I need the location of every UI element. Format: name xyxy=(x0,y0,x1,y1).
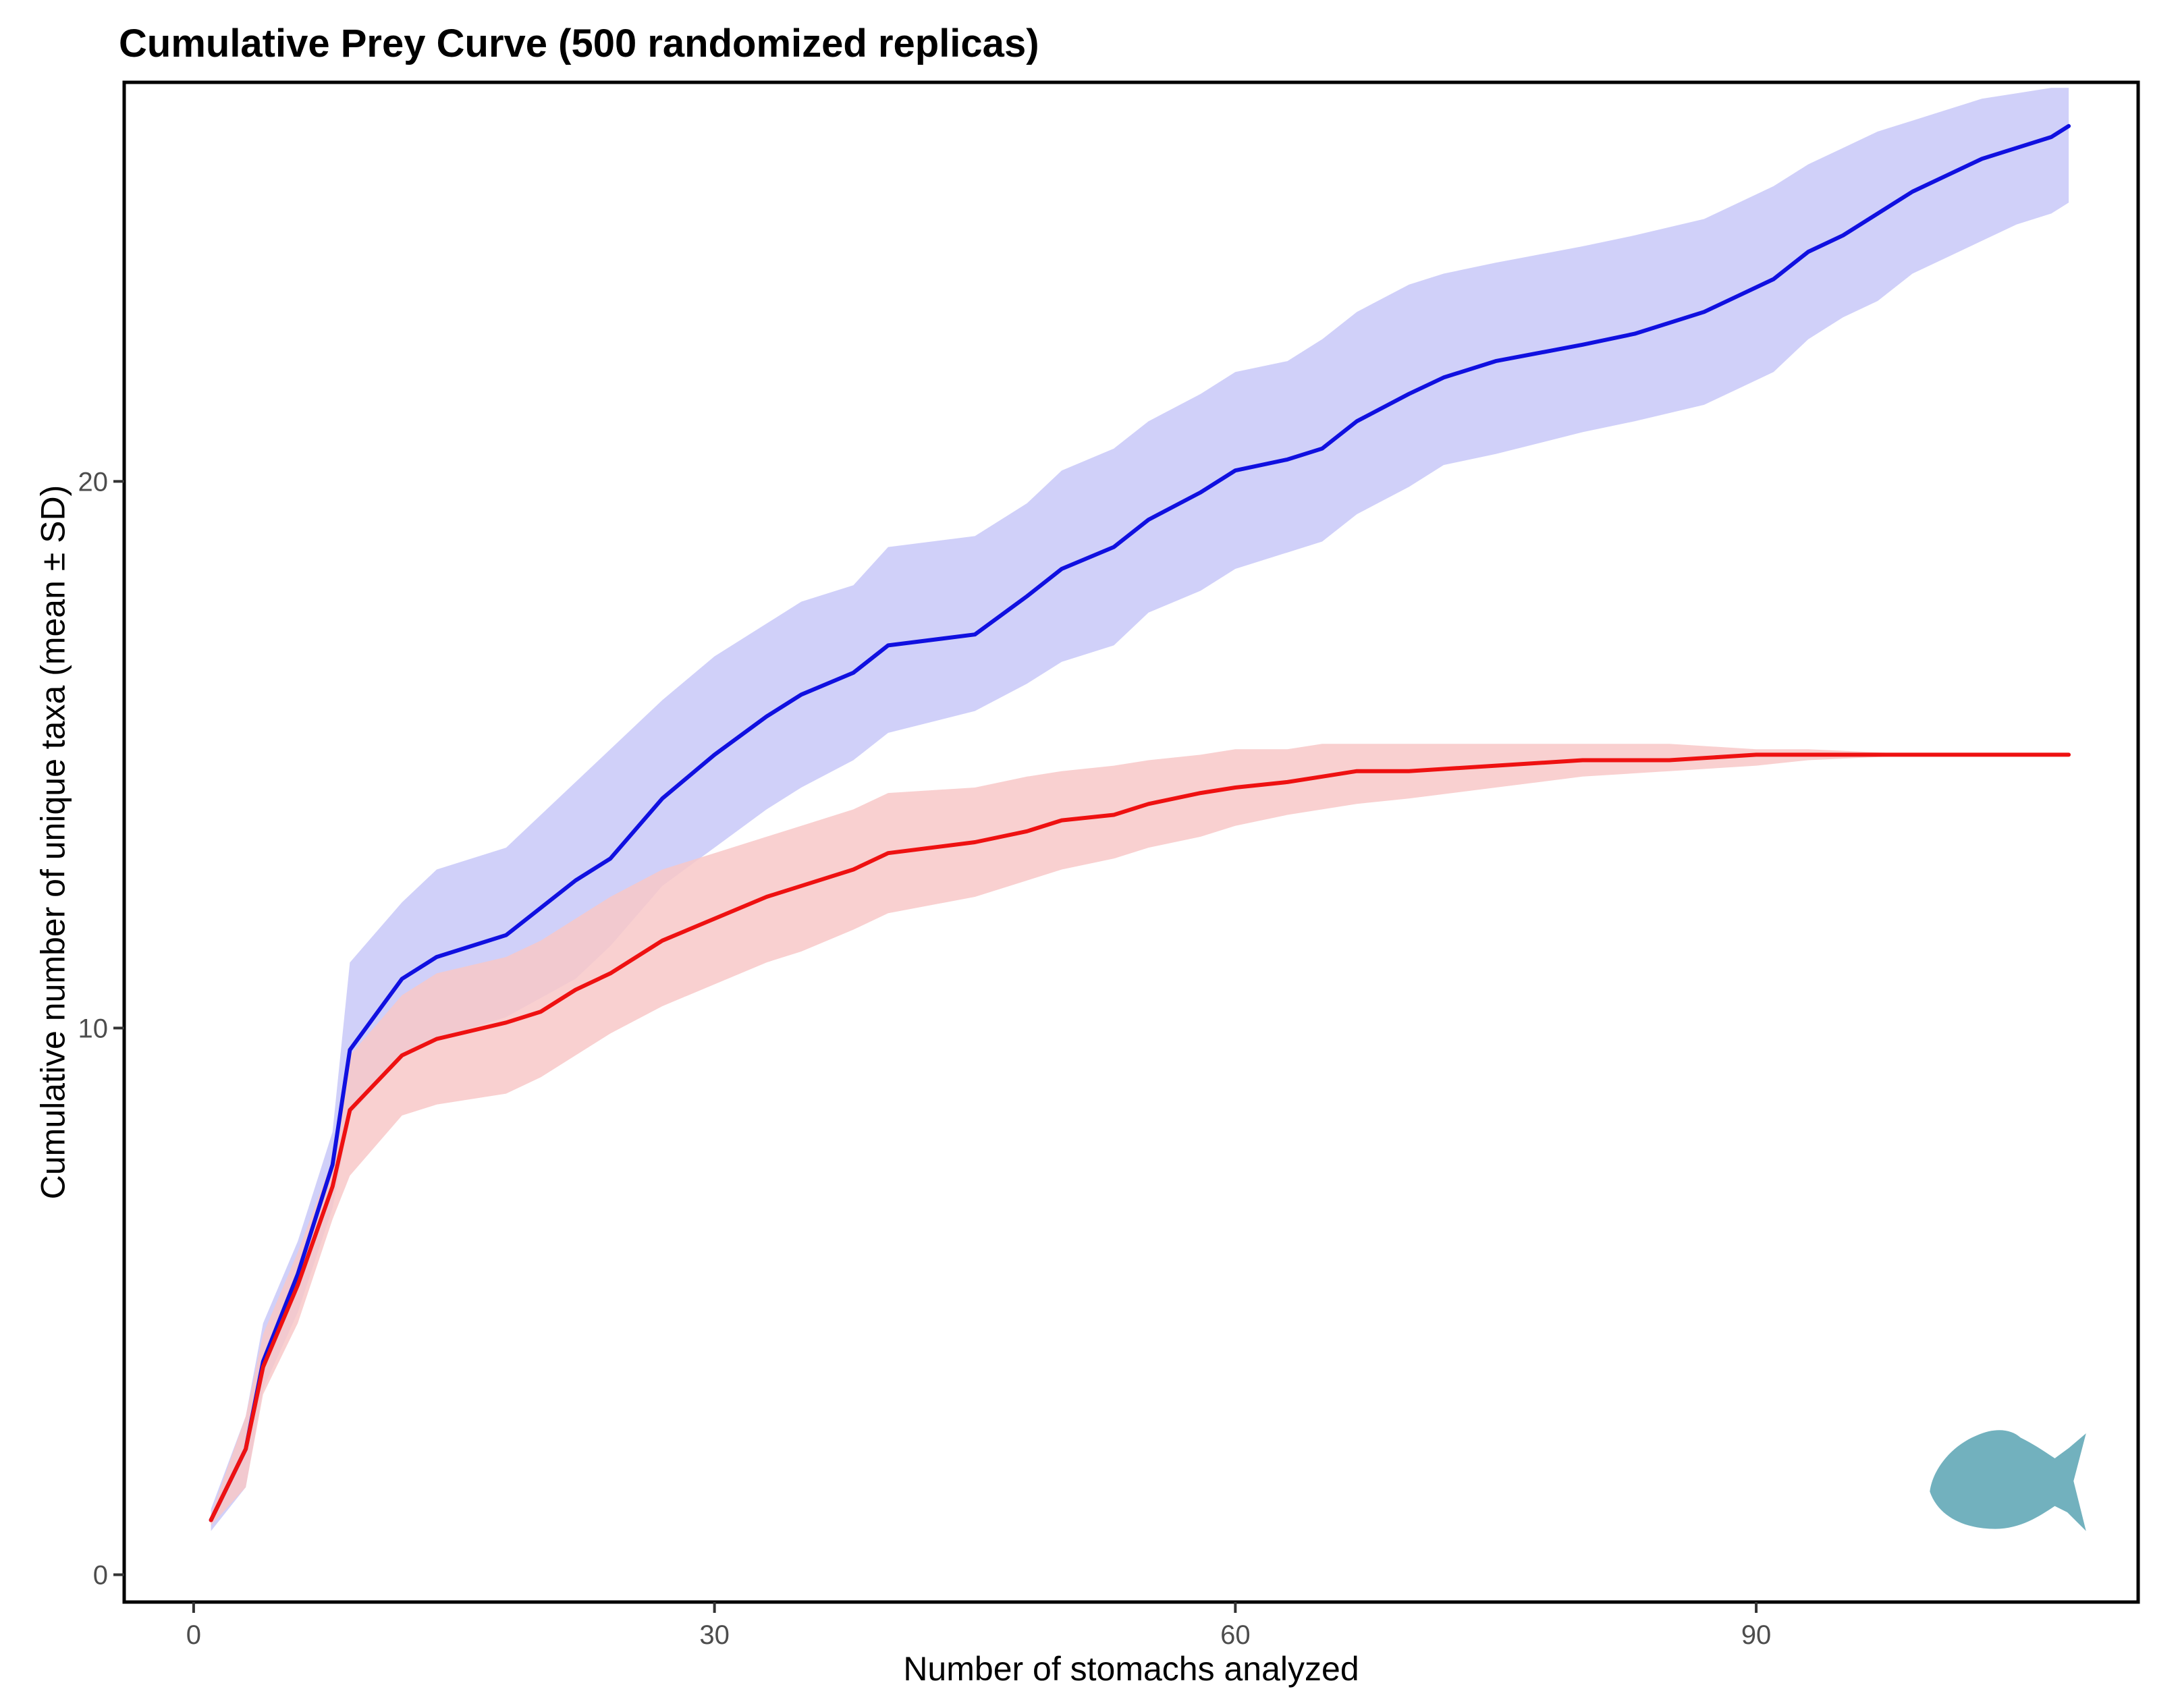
mean-line-blue xyxy=(209,123,2071,1522)
sd-band-red xyxy=(211,744,2069,1526)
sd-band-blue xyxy=(211,88,2069,1531)
y-axis-title: Cumulative number of unique taxa (mean ±… xyxy=(34,485,72,1200)
y-tick-label: 0 xyxy=(93,1560,108,1590)
chart-title: Cumulative Prey Curve (500 randomized re… xyxy=(119,22,1039,65)
y-tick-label: 10 xyxy=(78,1014,109,1043)
mean-line-red xyxy=(209,752,2071,1522)
x-tick-label: 60 xyxy=(1220,1620,1251,1650)
x-axis-title: Number of stomachs analyzed xyxy=(903,1650,1359,1688)
plot-area xyxy=(209,88,2086,1531)
panel-border xyxy=(122,80,2140,1604)
x-tick-label: 90 xyxy=(1741,1620,1772,1650)
y-tick-label: 20 xyxy=(78,467,109,497)
x-tick-label: 30 xyxy=(699,1620,730,1650)
axes: 0 30 60 90 0 10 20 xyxy=(78,467,1772,1650)
x-tick-label: 0 xyxy=(186,1620,201,1650)
fish-silhouette-icon xyxy=(1930,1430,2086,1531)
